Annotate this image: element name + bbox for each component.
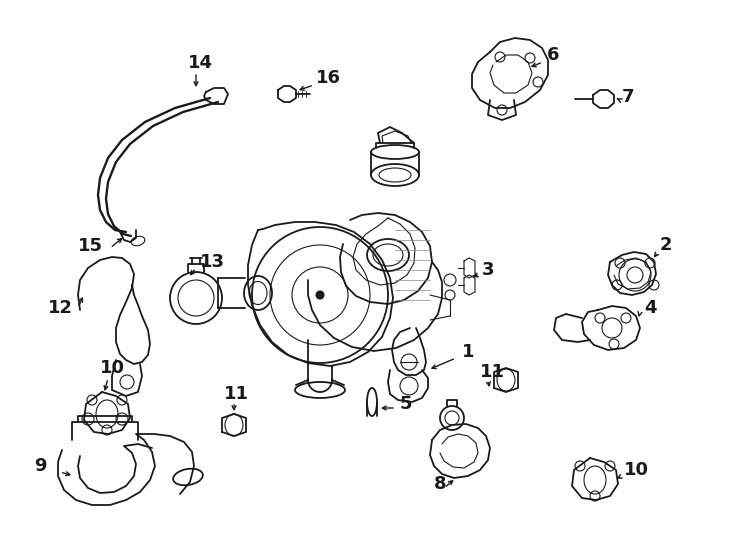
Text: 3: 3 [482, 261, 495, 279]
Text: 14: 14 [188, 54, 213, 72]
Circle shape [316, 291, 324, 299]
Text: 4: 4 [644, 299, 656, 317]
Text: 6: 6 [547, 46, 559, 64]
Text: 10: 10 [624, 461, 649, 479]
Text: 16: 16 [316, 69, 341, 87]
Text: 2: 2 [660, 236, 672, 254]
Text: 5: 5 [400, 395, 413, 413]
Text: 9: 9 [34, 457, 46, 475]
Text: 7: 7 [622, 88, 634, 106]
Text: 1: 1 [462, 343, 474, 361]
Text: 11: 11 [224, 385, 249, 403]
Text: 15: 15 [78, 237, 103, 255]
Text: 13: 13 [200, 253, 225, 271]
Text: 8: 8 [434, 475, 446, 493]
Text: 10: 10 [100, 359, 125, 377]
Text: 11: 11 [480, 363, 505, 381]
Text: 12: 12 [48, 299, 73, 317]
